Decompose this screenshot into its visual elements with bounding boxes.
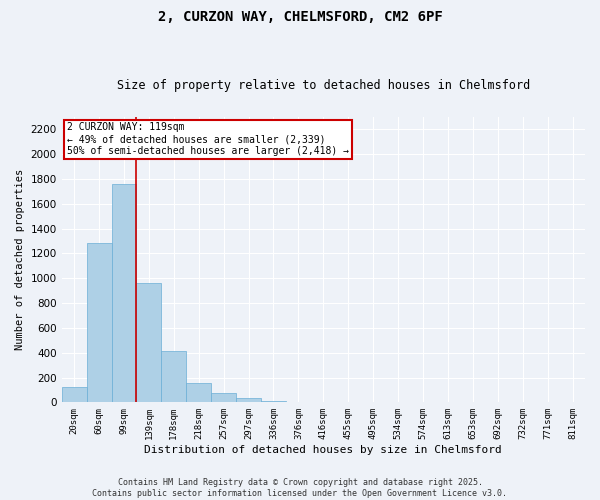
Bar [186, 384, 211, 402]
Bar [261, 400, 286, 402]
Bar [62, 388, 86, 402]
Bar [161, 351, 186, 403]
Bar [211, 394, 236, 402]
X-axis label: Distribution of detached houses by size in Chelmsford: Distribution of detached houses by size … [145, 445, 502, 455]
Y-axis label: Number of detached properties: Number of detached properties [15, 169, 25, 350]
Text: 2 CURZON WAY: 119sqm
← 49% of detached houses are smaller (2,339)
50% of semi-de: 2 CURZON WAY: 119sqm ← 49% of detached h… [67, 122, 349, 156]
Title: Size of property relative to detached houses in Chelmsford: Size of property relative to detached ho… [117, 79, 530, 92]
Bar [86, 244, 112, 402]
Text: 2, CURZON WAY, CHELMSFORD, CM2 6PF: 2, CURZON WAY, CHELMSFORD, CM2 6PF [158, 10, 442, 24]
Text: Contains HM Land Registry data © Crown copyright and database right 2025.
Contai: Contains HM Land Registry data © Crown c… [92, 478, 508, 498]
Bar [136, 283, 161, 403]
Bar [112, 184, 136, 402]
Bar [236, 398, 261, 402]
